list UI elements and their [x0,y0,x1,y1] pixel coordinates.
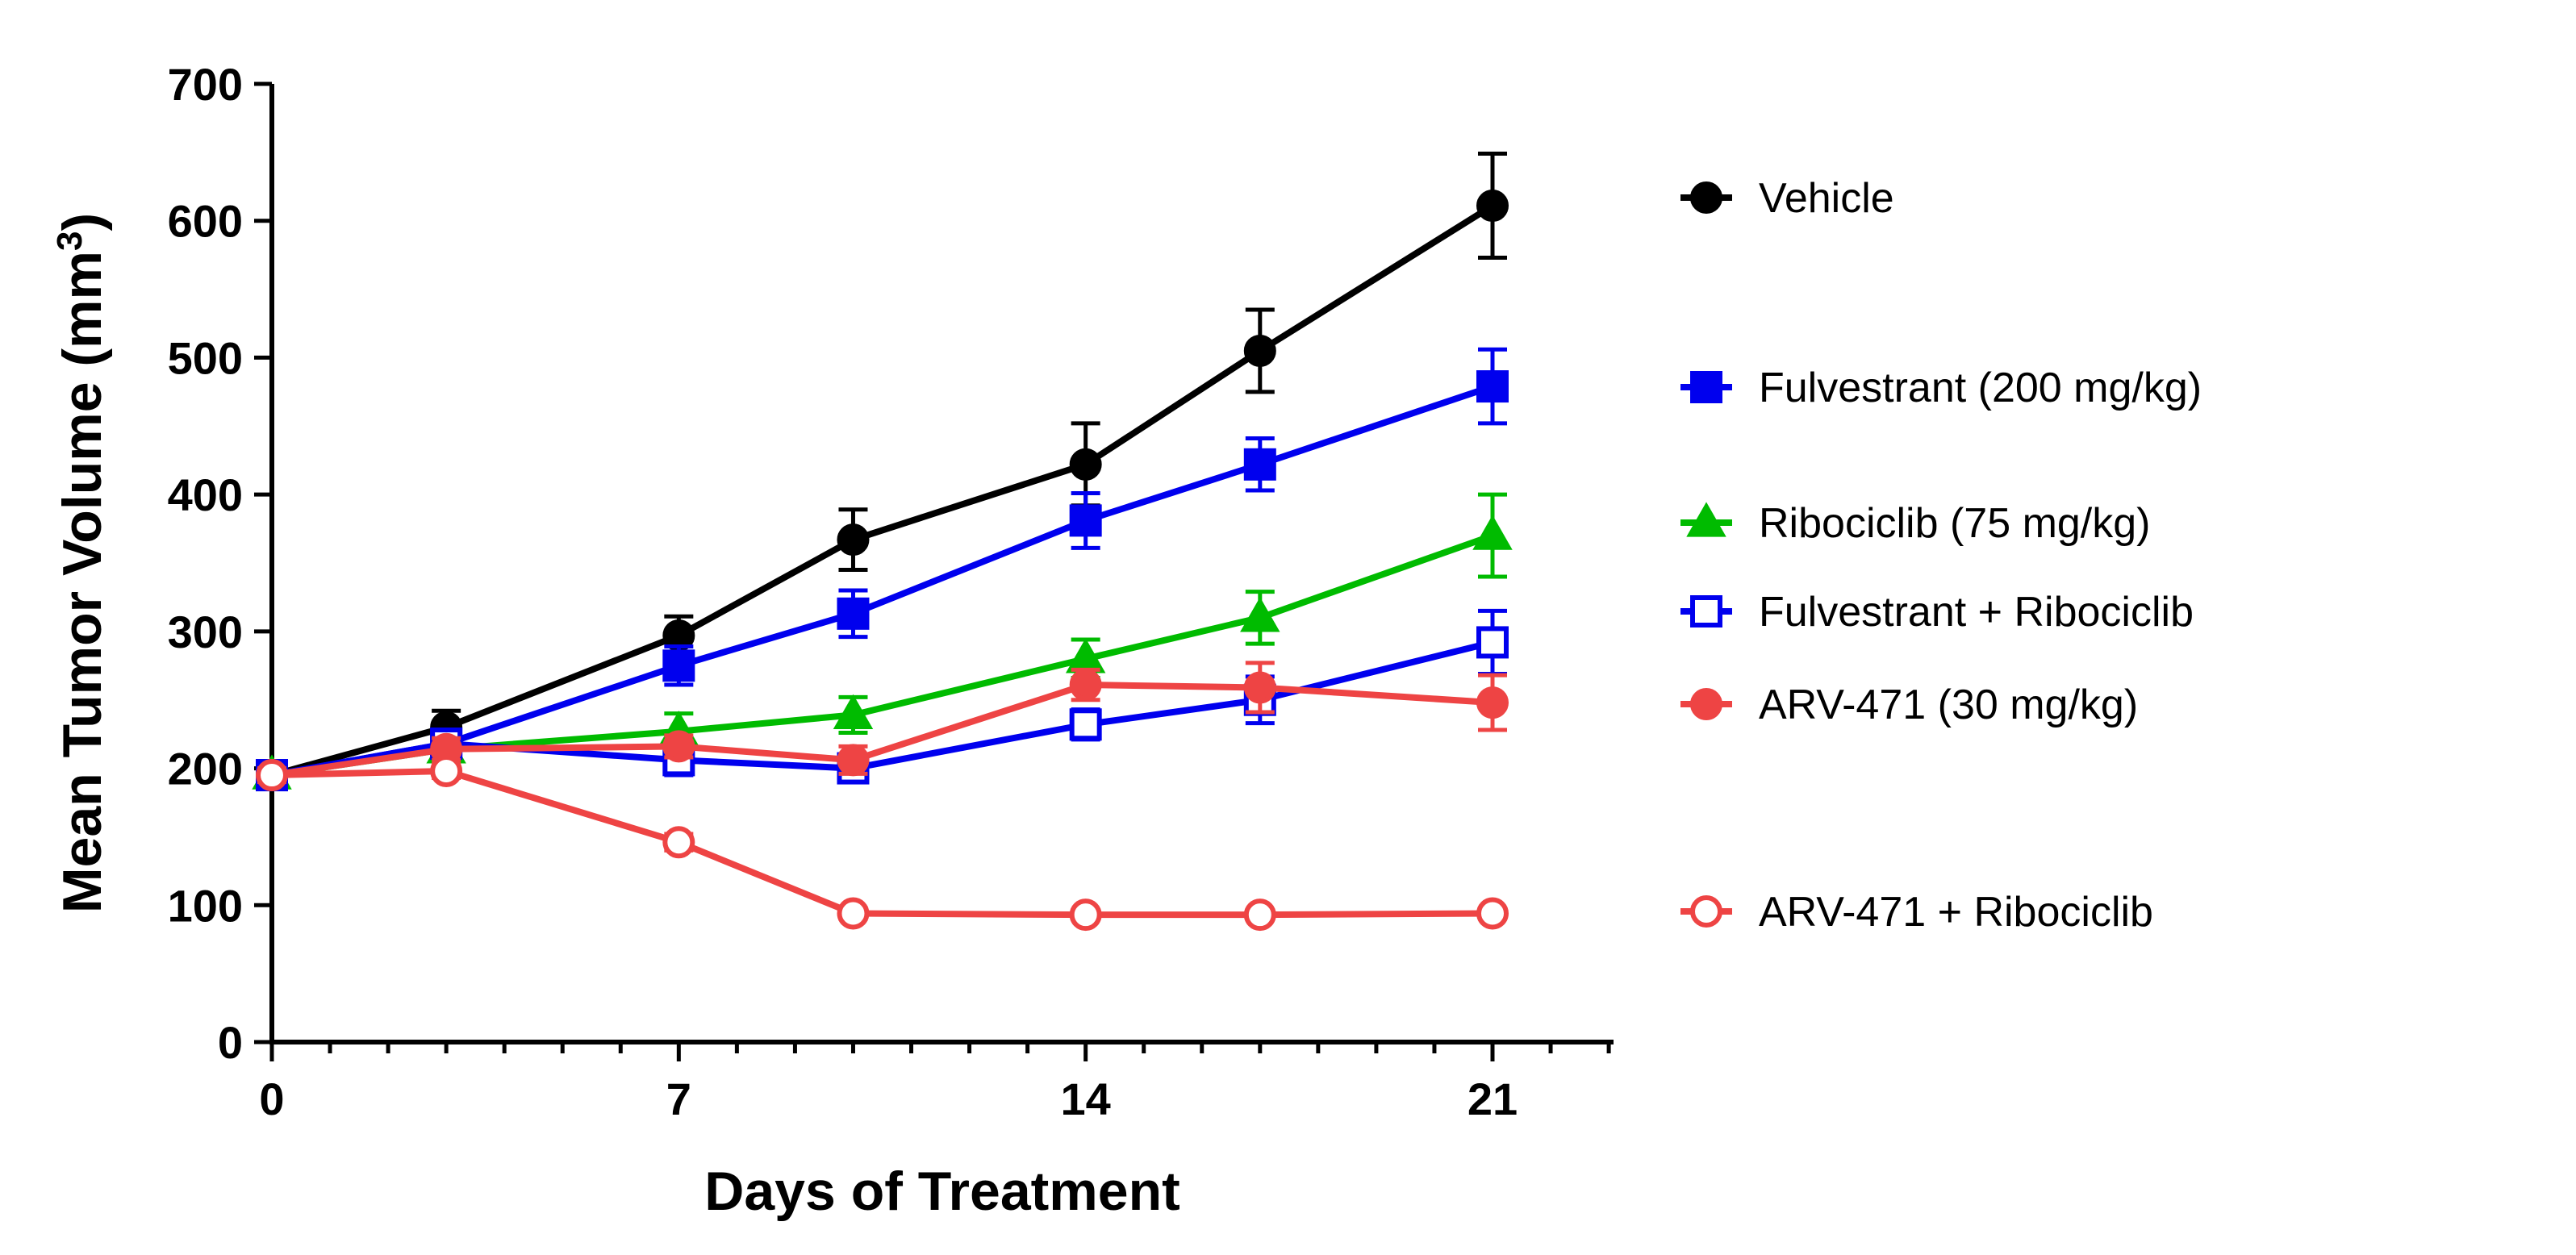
data-point [837,523,870,557]
y-tick-label: 100 [168,880,243,931]
y-tick-label: 500 [168,332,243,383]
data-point [1243,899,1276,932]
data-point [833,694,874,730]
data-point [1069,504,1102,537]
data-point [1069,448,1102,481]
legend-item-0: Vehicle [1680,175,1894,222]
y-tick-label: 200 [168,744,243,794]
data-point [430,754,463,787]
data-point [256,759,288,792]
legend-label: Fulvestrant + Ribociclib [1759,589,2194,636]
y-tick-label: 0 [218,1017,243,1068]
data-point [1476,897,1509,930]
y-axis-title-superscript: 3 [50,231,90,251]
series-layer [252,152,1513,932]
legend-label: Fulvestrant (200 mg/kg) [1759,365,2202,411]
legend-item-3: Fulvestrant + Ribociclib [1680,589,2194,636]
data-point [662,730,695,763]
data-point [1069,669,1102,702]
data-point [662,649,695,682]
x-tick-label: 14 [1061,1074,1111,1124]
x-tick-label: 0 [259,1074,284,1124]
y-tick-label: 600 [168,196,243,247]
legend-item-1: Fulvestrant (200 mg/kg) [1680,365,2202,411]
axes [269,84,1614,1044]
x-tick-label: 7 [666,1074,691,1124]
data-point [1069,899,1102,932]
data-point [1243,334,1276,367]
data-point [1476,370,1509,403]
data-point [1476,626,1509,659]
data-point [1476,190,1509,223]
legend-marker [1690,688,1722,720]
y-axis-title-text: Mean Tumor Volume (mm [52,251,113,913]
y-axis-title-close: ) [52,213,113,231]
series-5 [256,754,1509,932]
ticks: 0 100 200 300 400 500 600 700 0 7 14 21 [168,59,1611,1124]
y-tick-label: 300 [168,607,243,657]
data-point [837,897,870,930]
y-axis-title: Mean Tumor Volume (mm3) [50,213,114,913]
y-tick-label: 700 [168,59,243,110]
x-axis-title: Days of Treatment [704,1161,1180,1222]
legend: Vehicle Fulvestrant (200 mg/kg) Ribociclib… [1680,175,2202,936]
legend-marker [1690,895,1722,928]
legend-marker [1690,595,1722,628]
legend-label: Vehicle [1759,175,1894,222]
legend-item-4: ARV-471 (30 mg/kg) [1680,682,2138,728]
legend-item-5: ARV-471 + Ribociclib [1680,889,2153,936]
data-point [1069,708,1102,741]
series-line [271,767,1493,919]
legend-marker [1690,371,1722,403]
data-point [1476,686,1509,719]
y-tick-label: 400 [168,469,243,520]
legend-marker [1686,502,1726,537]
data-point [837,744,870,777]
data-point [1472,515,1513,550]
x-tick-label: 21 [1468,1074,1518,1124]
data-point [1240,597,1280,632]
data-point [1243,671,1276,704]
legend-label: ARV-471 + Ribociclib [1759,889,2153,936]
legend-label: Ribociclib (75 mg/kg) [1759,500,2151,547]
data-point [837,597,870,630]
legend-marker [1690,181,1722,214]
legend-label: ARV-471 (30 mg/kg) [1759,682,2138,728]
data-point [1243,448,1276,481]
legend-item-2: Ribociclib (75 mg/kg) [1680,500,2151,547]
data-point [662,826,695,859]
